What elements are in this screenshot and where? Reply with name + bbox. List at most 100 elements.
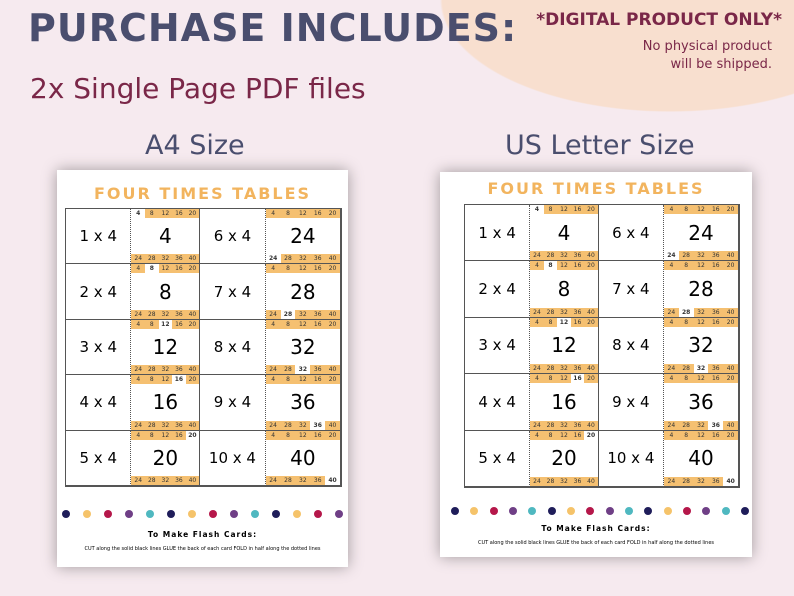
number-strip: 24 28 32 36 40 <box>131 365 200 375</box>
dot <box>528 507 537 515</box>
letter-label: US Letter Size <box>505 130 695 161</box>
strip-number: 36 <box>175 366 183 374</box>
strip-number: 20 <box>188 210 197 217</box>
card-question: 7 x 4 <box>200 264 266 320</box>
strip-number: 12 <box>557 317 571 327</box>
answer-value: 16 <box>152 390 179 415</box>
strip-number: 12 <box>161 210 170 217</box>
strip-number: 4 <box>136 431 141 439</box>
strip-number: 40 <box>587 421 595 429</box>
strip-number: 32 <box>560 308 568 316</box>
strip-number: 20 <box>328 210 337 217</box>
strip-number: 36 <box>711 252 720 260</box>
dot <box>335 510 343 518</box>
strip-number: 8 <box>548 375 553 383</box>
strip-number: 4 <box>271 431 276 439</box>
strip-number: 12 <box>697 375 705 383</box>
strip-number: 4 <box>271 376 276 384</box>
strip-number: 16 <box>711 262 720 270</box>
strip-number: 32 <box>560 365 568 373</box>
strip-number: 8 <box>684 375 689 383</box>
strip-number: 24 <box>134 255 143 263</box>
number-strip: 24 28 32 36 40 <box>131 309 200 319</box>
card-answer: 4 8 12 16 20 32 24 28 32 36 40 <box>265 319 341 376</box>
dot <box>451 507 459 515</box>
strip-number: 20 <box>587 206 595 213</box>
number-strip: 4 8 12 16 20 <box>265 209 340 218</box>
strip-number: 28 <box>546 308 555 316</box>
card-question: 6 x 4 <box>598 205 664 262</box>
dot <box>209 510 217 518</box>
answer-value: 12 <box>152 334 179 359</box>
answer-value: 32 <box>290 334 316 359</box>
dot <box>663 507 672 515</box>
number-strip: 4 8 12 16 20 <box>131 209 200 218</box>
card-question: 3 x 4 <box>66 319 132 376</box>
strip-number: 24 <box>663 251 679 261</box>
strip-number: 8 <box>149 431 154 439</box>
number-strip: 24 28 32 36 40 <box>265 254 340 264</box>
strip-number: 36 <box>313 366 322 374</box>
number-strip: 4 8 12 16 20 <box>530 205 598 214</box>
dot <box>566 507 575 515</box>
decorative-circle <box>440 0 794 112</box>
number-strip: 24 28 32 36 40 <box>530 420 598 430</box>
strip-number: 8 <box>286 431 290 439</box>
strip-number: 36 <box>711 308 720 316</box>
strip-number: 32 <box>693 364 709 374</box>
card-answer: 4 8 12 16 20 8 24 28 32 36 40 <box>530 261 599 318</box>
strip-number: 36 <box>573 421 582 429</box>
strip-number: 40 <box>726 308 735 316</box>
strip-number: 4 <box>669 431 674 439</box>
card-answer: 4 8 12 16 20 36 24 28 32 36 40 <box>265 375 341 431</box>
strip-number: 24 <box>533 252 541 260</box>
strip-number: 16 <box>172 375 186 385</box>
strip-number: 16 <box>573 262 582 270</box>
strip-number: 36 <box>573 365 582 373</box>
strip-number: 36 <box>708 420 724 430</box>
strip-number: 8 <box>286 376 290 384</box>
a4-sheet-preview: FOUR TIMES TABLES 1 x 4 4 8 12 16 20 4 24 28 32 36… <box>57 170 348 567</box>
strip-number: 32 <box>295 365 311 375</box>
dot <box>682 507 691 515</box>
answer-value: 4 <box>557 220 571 245</box>
dot <box>293 510 301 518</box>
strip-number: 40 <box>726 252 735 260</box>
strip-number: 40 <box>328 310 337 318</box>
strip-number: 40 <box>188 477 197 484</box>
strip-number: 20 <box>188 320 197 328</box>
strip-number: 16 <box>573 206 582 213</box>
sheet-title: FOUR TIMES TABLES <box>487 179 705 198</box>
card-answer: 4 8 12 16 20 12 24 28 32 36 40 <box>530 317 599 375</box>
strip-number: 40 <box>587 308 595 316</box>
strip-number: 24 <box>667 365 676 373</box>
card-question: 3 x 4 <box>465 317 531 375</box>
number-strip: 4 8 12 16 20 <box>663 374 738 384</box>
answer-value: 8 <box>557 277 571 302</box>
strip-number: 28 <box>147 421 156 429</box>
strip-number: 8 <box>145 264 159 274</box>
number-strip: 24 28 32 36 40 <box>530 307 598 317</box>
strip-number: 16 <box>711 431 720 439</box>
strip-number: 16 <box>313 376 322 384</box>
card-answer: 4 8 12 16 20 16 24 28 32 36 40 <box>530 374 599 431</box>
dot <box>721 507 730 515</box>
strip-number: 28 <box>682 365 690 373</box>
answer-value: 28 <box>290 279 316 304</box>
answer-value: 24 <box>290 224 316 249</box>
dot <box>83 510 91 518</box>
card-question: 10 x 4 <box>598 430 664 487</box>
answer-value: 40 <box>688 446 714 471</box>
strip-number: 36 <box>573 252 582 260</box>
answer-value: 28 <box>688 277 714 302</box>
dot <box>547 507 556 515</box>
strip-number: 20 <box>726 318 735 326</box>
number-strip: 4 8 12 16 20 <box>265 430 340 440</box>
strip-number: 28 <box>678 307 694 317</box>
number-strip: 4 8 12 16 20 <box>530 261 598 271</box>
dot <box>62 510 70 518</box>
card-question: 8 x 4 <box>598 317 664 375</box>
strip-number: 40 <box>188 310 197 318</box>
dot <box>470 507 479 515</box>
card-question: 9 x 4 <box>200 375 266 431</box>
